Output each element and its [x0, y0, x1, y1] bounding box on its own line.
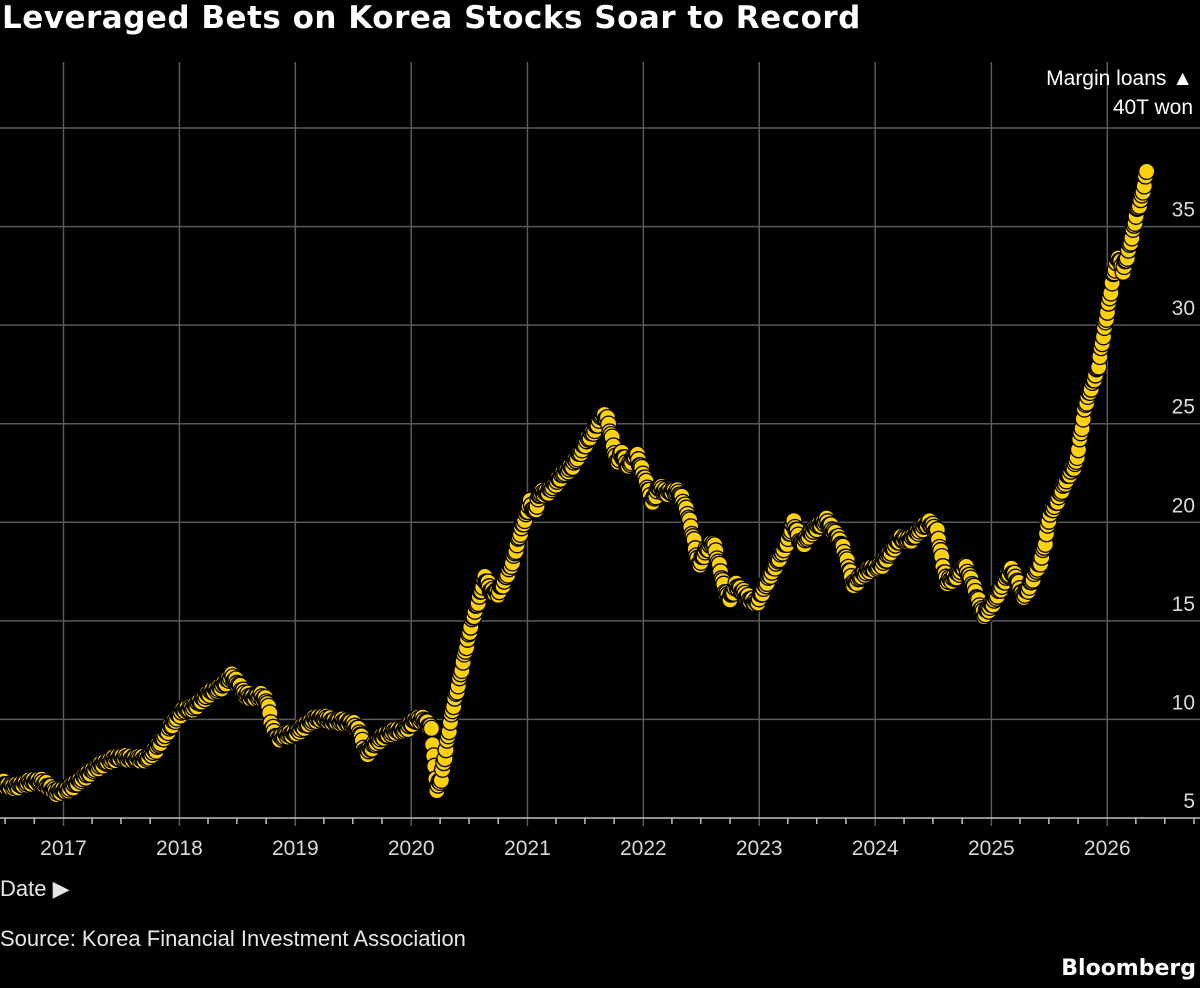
y-tick-label: 5 — [1183, 790, 1195, 813]
y-tick-label: 25 — [1172, 396, 1195, 419]
bloomberg-logo: Bloomberg — [1061, 956, 1196, 981]
data-point — [1138, 162, 1156, 181]
y-axis-label: Margin loans ▲ — [1046, 67, 1193, 90]
x-tick-label: 2019 — [272, 837, 319, 860]
x-tick-label: 2026 — [1084, 837, 1131, 860]
y-tick-label: 35 — [1172, 199, 1195, 222]
y-tick-label: 15 — [1172, 593, 1195, 616]
x-tick-label: 2025 — [968, 837, 1015, 860]
chart-grid — [0, 62, 1200, 826]
y-tick-label: 20 — [1172, 494, 1195, 517]
x-tick-label: 2018 — [156, 837, 203, 860]
chart-title: Leveraged Bets on Korea Stocks Soar to R… — [2, 0, 861, 36]
y-axis-unit-label: 40T won — [1113, 96, 1193, 119]
data-point — [422, 719, 441, 738]
y-tick-label: 30 — [1172, 297, 1195, 320]
y-tick-label: 10 — [1172, 691, 1195, 714]
x-tick-label: 2023 — [736, 837, 783, 860]
x-tick-label: 2017 — [40, 837, 87, 860]
x-axis: 2017 2018 2019 2020 2021 2022 2023 2024 2025 2026 — [0, 817, 1200, 860]
x-tick-label: 2024 — [852, 837, 899, 860]
x-tick-label: 2020 — [388, 837, 435, 860]
y-axis: 5 10 15 20 25 30 35 — [1172, 199, 1195, 813]
x-tick-label: 2021 — [504, 837, 551, 860]
series-points — [0, 162, 1156, 804]
x-axis-label: Date ▶ — [0, 876, 70, 901]
x-tick-label: 2022 — [620, 837, 667, 860]
source-note: Source: Korea Financial Investment Assoc… — [0, 926, 466, 951]
